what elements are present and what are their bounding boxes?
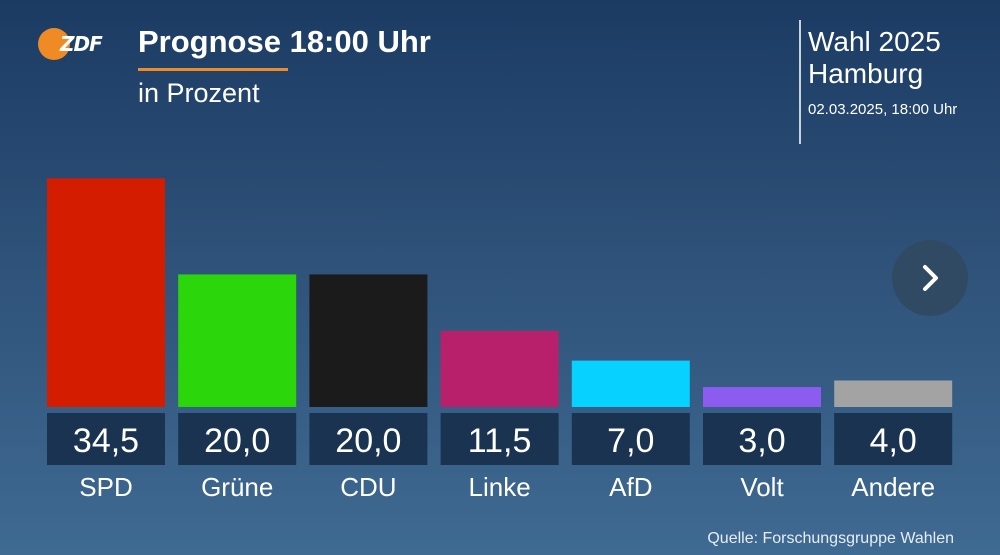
bar-linke (440, 330, 559, 407)
value-box-andere (834, 413, 953, 465)
bar-gruene (178, 274, 297, 407)
zdf-logo: ZDF (38, 28, 106, 60)
category-label-gruene: Grüne (201, 472, 273, 502)
election-year: Wahl 2025 (808, 26, 941, 57)
zdf-logo-text: ZDF (60, 32, 103, 56)
bar-afd (571, 360, 690, 407)
bar-cdu (309, 274, 428, 407)
value-label-afd: 7,0 (607, 422, 654, 460)
bar-andere (834, 380, 953, 407)
election-title: Wahl 2025 Hamburg (808, 26, 941, 90)
source-note: Quelle: Forschungsgruppe Wahlen (707, 530, 954, 547)
bar-spd (47, 178, 165, 407)
next-chart-button[interactable] (892, 240, 968, 316)
value-label-linke: 11,5 (468, 422, 532, 460)
value-box-afd (571, 413, 690, 465)
value-label-cdu: 20,0 (335, 422, 401, 460)
value-box-spd (47, 413, 165, 465)
value-label-gruene: 20,0 (204, 422, 270, 460)
zdf-logo-circle (38, 28, 70, 60)
header-divider (799, 20, 801, 144)
bar-volt (703, 387, 821, 407)
category-label-andere: Andere (851, 472, 935, 502)
chart-title: Prognose 18:00 Uhr (138, 24, 431, 59)
category-label-volt: Volt (740, 472, 784, 502)
category-label-spd: SPD (79, 472, 132, 502)
election-date: 02.03.2025, 18:00 Uhr (808, 101, 958, 118)
value-box-cdu (309, 413, 428, 465)
value-label-andere: 4,0 (870, 422, 917, 460)
value-box-gruene (178, 413, 297, 465)
election-region: Hamburg (808, 58, 924, 89)
title-underline (138, 68, 288, 71)
category-label-cdu: CDU (340, 472, 396, 502)
value-label-volt: 3,0 (738, 422, 785, 460)
value-box-volt (703, 413, 821, 465)
category-label-afd: AfD (609, 472, 652, 502)
category-label-linke: Linke (469, 472, 531, 502)
value-label-spd: 34,5 (73, 422, 139, 460)
chart-subtitle: in Prozent (138, 78, 260, 108)
chevron-right-icon (923, 265, 938, 291)
value-box-linke (440, 413, 559, 465)
